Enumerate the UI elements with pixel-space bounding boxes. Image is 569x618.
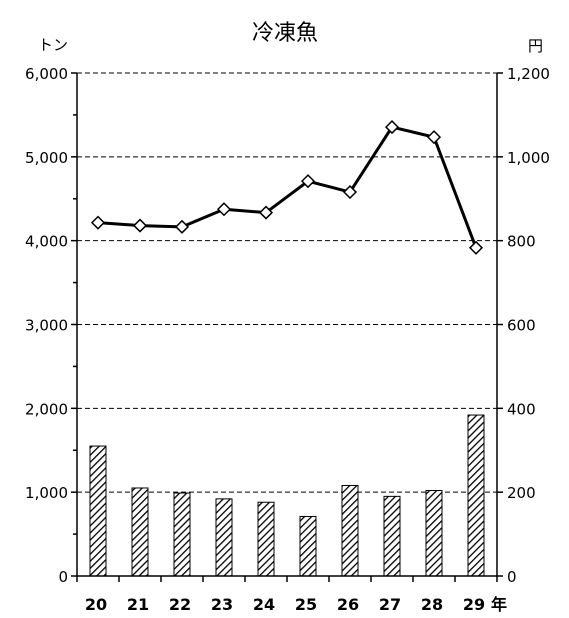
x-tick-label: 25 (295, 595, 317, 614)
bars (89, 414, 485, 577)
price-point (216, 202, 232, 217)
x-tick-label: 23 (211, 595, 233, 614)
price-point (300, 174, 316, 189)
right-tick-label: 1,200 (507, 65, 550, 83)
price-point (258, 205, 274, 220)
left-axis-unit: トン (38, 36, 68, 54)
left-tick-label: 4,000 (25, 233, 68, 251)
price-point (174, 219, 190, 234)
left-tick-label: 5,000 (25, 149, 68, 167)
bar (425, 489, 443, 577)
x-tick-label: 27 (379, 595, 401, 614)
price-line-path (97, 125, 478, 249)
price-point (132, 218, 148, 233)
price-point (90, 215, 106, 230)
x-tick-label: 24 (253, 595, 275, 614)
x-tick-label: 20 (85, 595, 107, 614)
right-tick-label: 600 (507, 317, 536, 335)
price-point (384, 120, 400, 135)
left-tick-label: 3,000 (25, 317, 68, 335)
right-tick-label: 400 (507, 400, 536, 418)
price-point (468, 240, 484, 255)
bar (299, 515, 317, 577)
bar (173, 492, 191, 577)
gridlines (77, 72, 497, 493)
right-tick-label: 800 (507, 233, 536, 251)
bar (383, 495, 401, 577)
right-tick-label: 1,000 (507, 149, 550, 167)
left-tick-label: 1,000 (25, 484, 68, 502)
price-line (90, 120, 484, 255)
x-axis-unit: 年 (491, 595, 507, 614)
left-tick-label: 2,000 (25, 400, 68, 418)
axes (71, 72, 503, 582)
right-tick-label: 0 (507, 568, 517, 586)
bar (89, 445, 107, 577)
bar (341, 484, 359, 577)
bar (467, 414, 485, 577)
bar (131, 487, 149, 577)
x-tick-label: 26 (337, 595, 359, 614)
left-tick-label: 0 (58, 568, 68, 586)
tick-labels: 0 0 1,000 200 2,000 400 3,000 600 4,000 800 5,000 1… (25, 65, 550, 614)
x-tick-label: 21 (127, 595, 149, 614)
x-tick-label: 28 (421, 595, 443, 614)
bar (257, 501, 275, 577)
price-point (426, 130, 442, 145)
x-tick-label: 29 (463, 595, 485, 614)
right-tick-label: 200 (507, 484, 536, 502)
chart-title: 冷凍魚 (252, 21, 318, 46)
x-tick-label: 22 (169, 595, 191, 614)
right-axis-unit: 円 (528, 37, 543, 55)
price-point (342, 184, 358, 200)
bar (215, 498, 233, 577)
left-tick-label: 6,000 (25, 65, 68, 83)
